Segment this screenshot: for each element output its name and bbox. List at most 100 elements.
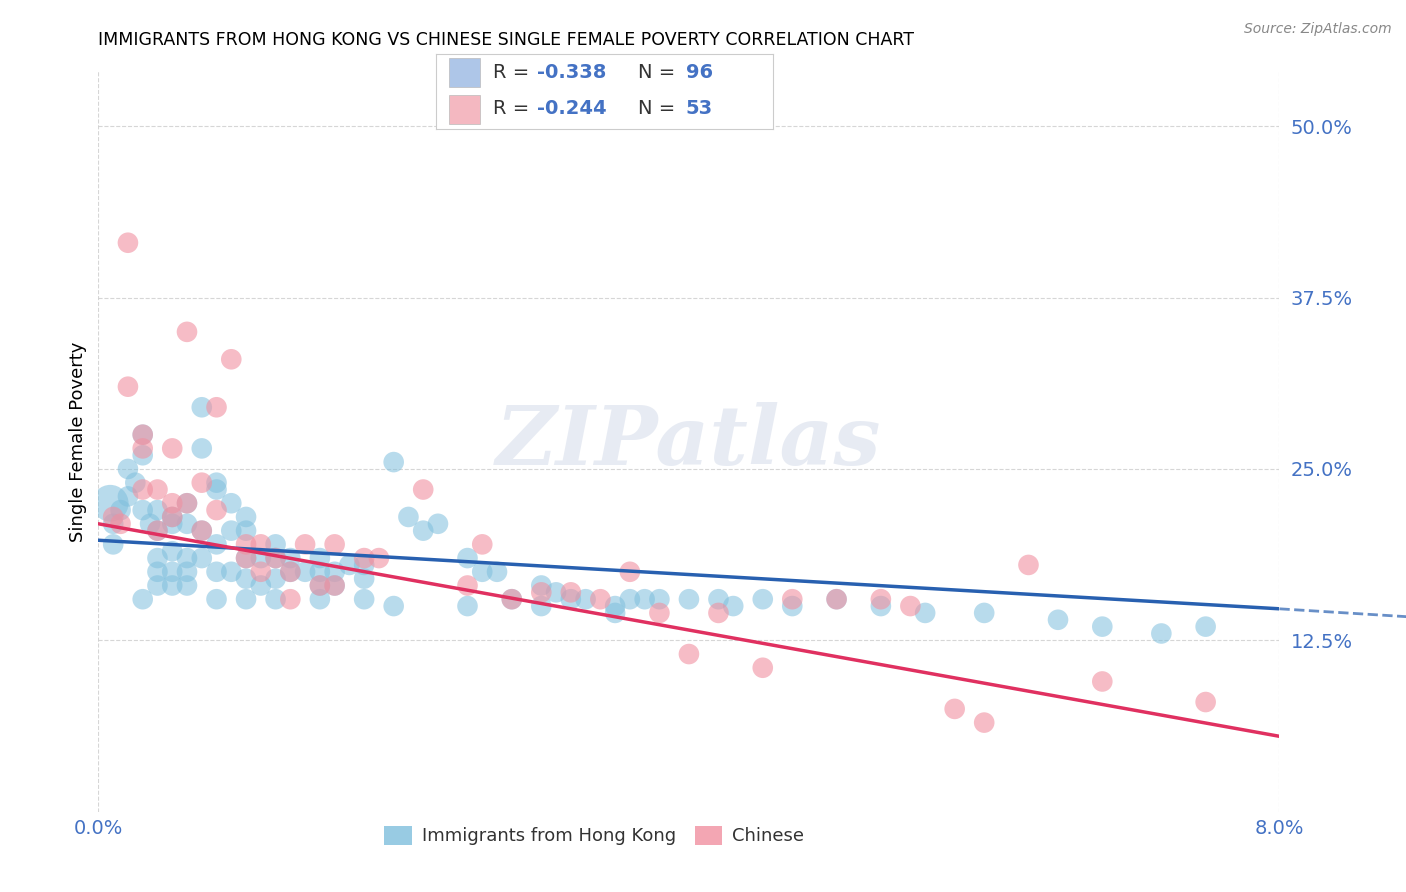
Point <box>103 537 125 551</box>
Point <box>205 565 228 579</box>
Point <box>560 592 582 607</box>
Point <box>132 442 155 456</box>
Point <box>870 592 893 607</box>
Point <box>191 551 214 566</box>
Point <box>294 537 316 551</box>
Point <box>353 551 375 566</box>
Point <box>250 565 273 579</box>
Point <box>264 572 287 586</box>
Point <box>309 578 332 592</box>
Point <box>412 524 434 538</box>
Point <box>176 578 198 592</box>
Point <box>678 592 700 607</box>
Point <box>382 455 405 469</box>
Point <box>309 592 332 607</box>
Point <box>398 510 420 524</box>
Point <box>1046 613 1070 627</box>
Point <box>162 544 183 558</box>
Point <box>264 592 287 607</box>
Point <box>707 606 730 620</box>
Text: N =: N = <box>638 99 682 119</box>
Text: ZIPatlas: ZIPatlas <box>496 401 882 482</box>
Point <box>294 565 316 579</box>
Point <box>124 475 146 490</box>
Point <box>323 578 346 592</box>
Legend: Immigrants from Hong Kong, Chinese: Immigrants from Hong Kong, Chinese <box>375 817 814 855</box>
Point <box>146 524 169 538</box>
Point <box>205 483 228 497</box>
Point <box>146 578 169 592</box>
Point <box>619 565 641 579</box>
Point <box>162 578 183 592</box>
FancyBboxPatch shape <box>450 58 479 87</box>
Point <box>146 503 169 517</box>
Point <box>1091 619 1114 633</box>
Point <box>825 592 848 607</box>
Point <box>103 510 125 524</box>
Point <box>146 551 169 566</box>
Point <box>132 592 155 607</box>
Point <box>471 537 494 551</box>
Point <box>235 572 257 586</box>
Point <box>943 702 966 716</box>
Point <box>221 496 243 510</box>
Point <box>176 565 198 579</box>
Point <box>117 380 139 394</box>
Point <box>1195 695 1218 709</box>
Point <box>323 578 346 592</box>
Point <box>501 592 523 607</box>
Point <box>973 606 995 620</box>
Point <box>648 592 671 607</box>
Point <box>103 516 125 531</box>
Point <box>457 551 479 566</box>
Point <box>110 503 132 517</box>
Point <box>98 496 121 510</box>
Point <box>162 510 183 524</box>
Text: R =: R = <box>494 99 536 119</box>
Point <box>132 427 155 442</box>
Text: IMMIGRANTS FROM HONG KONG VS CHINESE SINGLE FEMALE POVERTY CORRELATION CHART: IMMIGRANTS FROM HONG KONG VS CHINESE SIN… <box>98 31 914 49</box>
Point <box>530 585 553 599</box>
Point <box>205 475 228 490</box>
Point <box>530 599 553 613</box>
Text: R =: R = <box>494 63 536 82</box>
Point <box>1195 619 1218 633</box>
Point <box>501 592 523 607</box>
Point <box>412 483 434 497</box>
Point <box>323 565 346 579</box>
Point <box>752 661 775 675</box>
Point <box>560 585 582 599</box>
Point <box>605 606 627 620</box>
Point <box>205 503 228 517</box>
Point <box>353 592 375 607</box>
Point <box>146 524 169 538</box>
Point <box>1018 558 1040 572</box>
Point <box>1150 626 1173 640</box>
Point <box>486 565 509 579</box>
Point <box>368 551 391 566</box>
Point <box>176 551 198 566</box>
Point <box>1091 674 1114 689</box>
Point <box>280 565 302 579</box>
Point <box>752 592 775 607</box>
Point <box>264 551 287 566</box>
Point <box>323 537 346 551</box>
Point <box>146 565 169 579</box>
Point <box>427 516 450 531</box>
Point <box>648 606 671 620</box>
Point <box>146 483 169 497</box>
Point <box>132 483 155 497</box>
Point <box>707 592 730 607</box>
Point <box>235 510 257 524</box>
Point <box>280 551 302 566</box>
Point <box>191 442 214 456</box>
Point <box>235 537 257 551</box>
Point <box>117 235 139 250</box>
Point <box>221 565 243 579</box>
Point <box>132 427 155 442</box>
Point <box>162 510 183 524</box>
Point <box>546 585 568 599</box>
Point <box>900 599 922 613</box>
FancyBboxPatch shape <box>450 95 479 124</box>
Point <box>162 565 183 579</box>
